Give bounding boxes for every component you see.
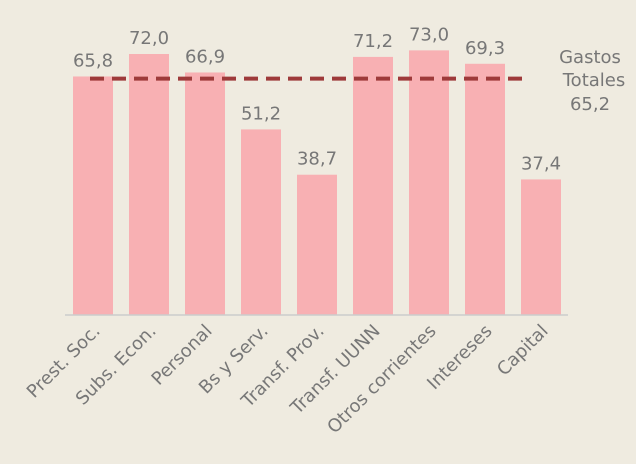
bar	[73, 76, 113, 315]
bar	[521, 179, 561, 315]
bar	[297, 174, 337, 315]
reference-name: Gastos Totales	[559, 47, 625, 91]
bar	[409, 50, 449, 315]
value-label: 71,2	[353, 31, 393, 52]
value-label: 65,8	[73, 50, 113, 71]
value-label: 38,7	[297, 149, 337, 170]
bar	[241, 129, 281, 315]
bar	[353, 56, 393, 316]
bar	[185, 72, 225, 315]
bar	[129, 54, 169, 315]
value-label: 66,9	[185, 46, 225, 67]
value-label: 69,3	[465, 38, 505, 59]
value-label: 51,2	[241, 103, 281, 124]
value-label: 73,0	[409, 24, 449, 45]
reference-label: 65,2	[570, 94, 610, 115]
value-label: 37,4	[521, 153, 561, 174]
x-tick-label: Capital	[493, 321, 552, 380]
value-label: 72,0	[129, 28, 169, 49]
bar	[465, 63, 505, 315]
